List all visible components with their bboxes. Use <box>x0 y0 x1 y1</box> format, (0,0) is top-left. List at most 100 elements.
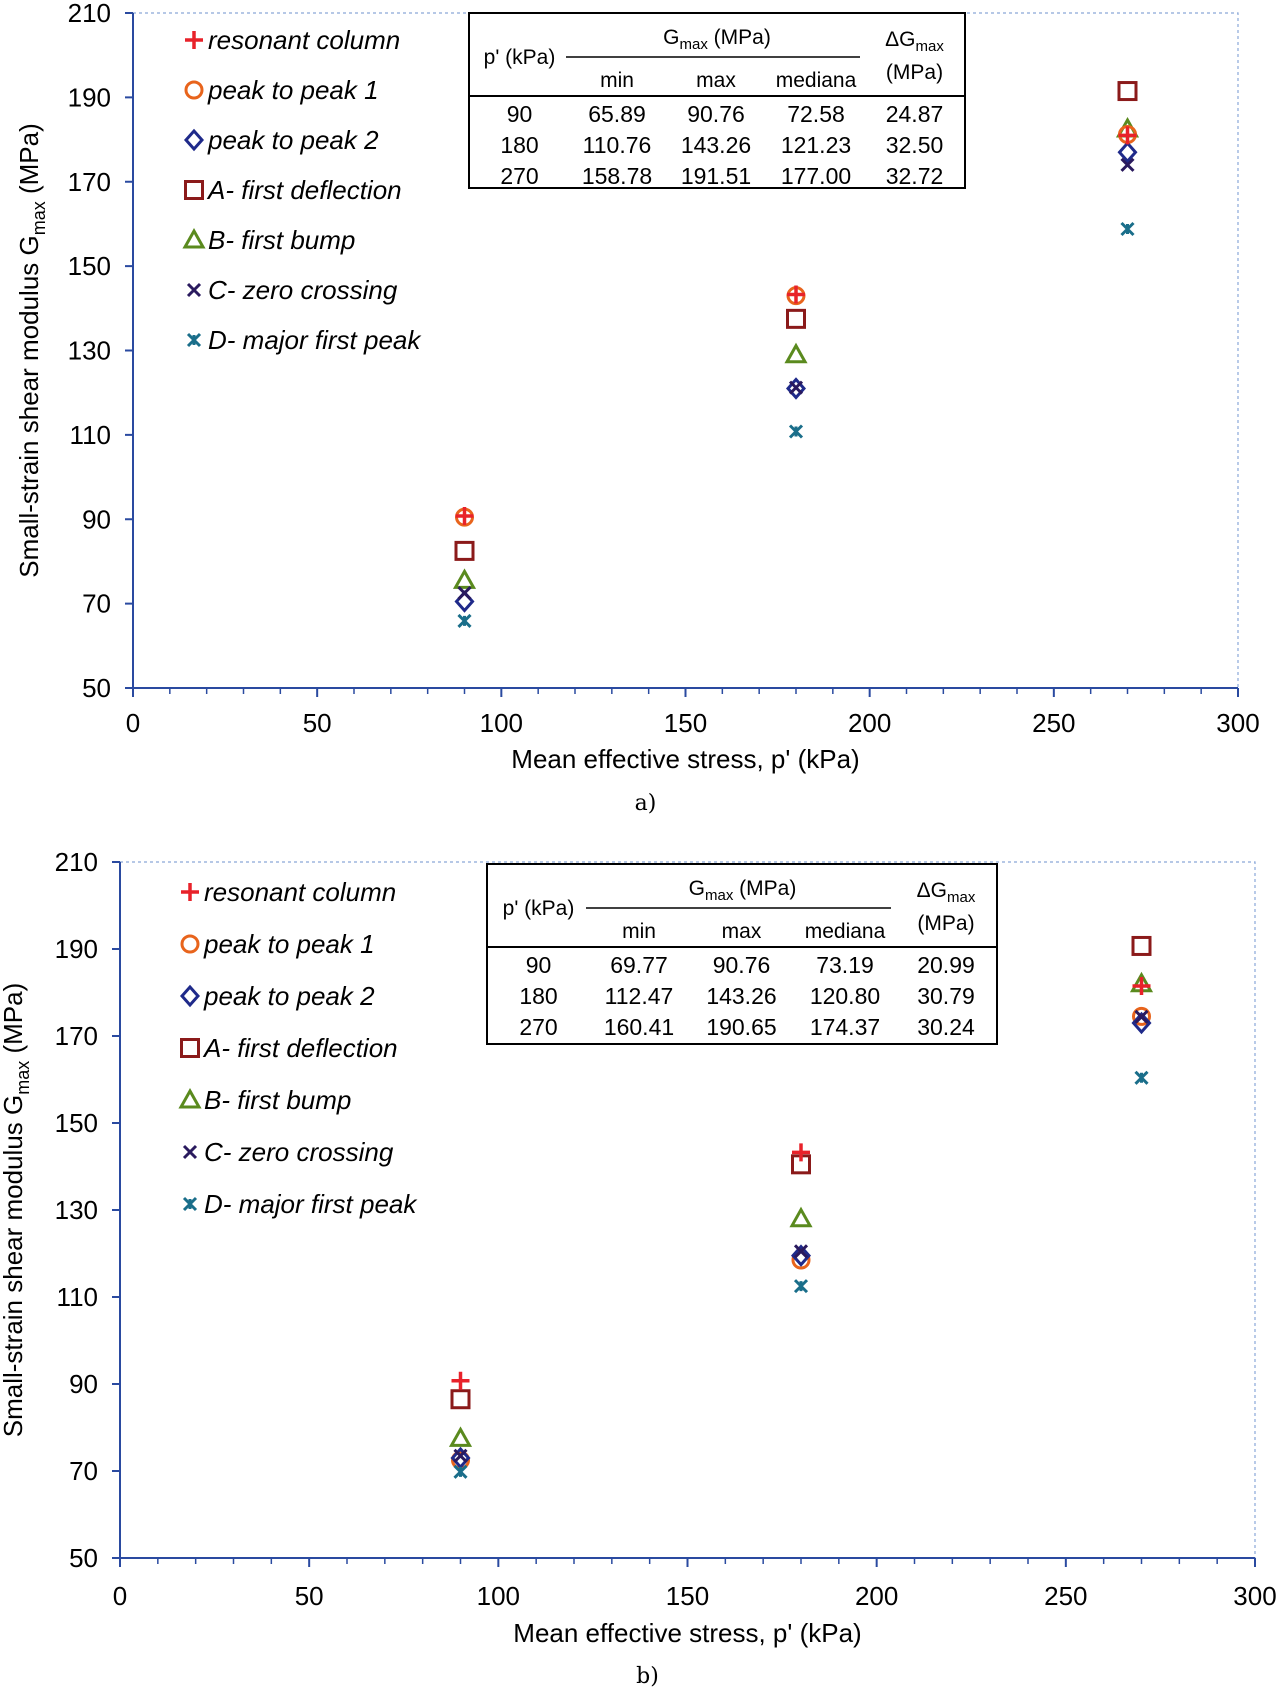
table-header-p: p' (kPa) <box>503 897 575 920</box>
legend-label: B- first bump <box>204 1085 351 1115</box>
y-tick-label: 150 <box>55 1108 98 1138</box>
x-tick-label: 200 <box>855 1581 898 1611</box>
table-cell: 191.51 <box>681 163 751 189</box>
data-point <box>789 1206 813 1228</box>
y-tick-label: 130 <box>68 336 111 366</box>
table-cell: 160.41 <box>604 1014 674 1040</box>
data-point <box>788 380 804 395</box>
legend-marker <box>182 1144 198 1160</box>
legend-label: D- major first peak <box>204 1189 418 1219</box>
table-cell: 32.72 <box>886 163 944 189</box>
table-subheader: mediana <box>805 920 886 943</box>
y-title-sub: max <box>13 1061 33 1095</box>
x-tick-label: 0 <box>113 1581 127 1611</box>
y-axis-title: Small-strain shear modulus Gmax (MPa) <box>14 123 49 577</box>
data-point <box>790 1244 812 1267</box>
gmax-sub: max <box>680 36 709 53</box>
inset-table: p' (kPa)Gmax (MPa) ΔGmax(MPa)min max median… <box>486 863 998 1045</box>
plot-border <box>120 861 1256 1558</box>
table-subheader: min <box>600 69 634 92</box>
table-cell: 20.99 <box>917 952 975 978</box>
data-point <box>457 613 472 628</box>
table-cell: 158.78 <box>582 163 652 189</box>
delta-main: ΔG <box>917 879 947 902</box>
legend-marker <box>186 332 202 348</box>
table-cell: 90.76 <box>713 952 771 978</box>
x-tick-label: 50 <box>303 708 332 738</box>
y-tick-label: 110 <box>57 1282 98 1312</box>
table-cell: 120.80 <box>810 983 880 1009</box>
table-cell: 177.00 <box>781 163 851 189</box>
y-tick-label: 130 <box>55 1195 98 1225</box>
data-point <box>452 568 477 589</box>
y-title-sub: max <box>29 201 49 235</box>
data-point <box>451 1371 470 1390</box>
y-tick-label: 210 <box>55 847 98 877</box>
legend-label: peak to peak 2 <box>203 981 375 1011</box>
table-cell: 121.23 <box>781 132 851 158</box>
y-tick-label: 90 <box>82 504 111 534</box>
data-point <box>453 1448 468 1463</box>
y-title-main: Small-strain shear modulus G <box>0 1095 28 1437</box>
data-point <box>793 1244 809 1259</box>
data-point <box>793 1279 809 1294</box>
legend-marker <box>182 1196 198 1212</box>
x-tick-label: 50 <box>295 1581 324 1611</box>
gmax-tail: (MPa) <box>708 26 771 49</box>
x-tick-label: 150 <box>664 708 707 738</box>
legend-marker <box>180 934 200 954</box>
data-point <box>1134 1009 1149 1024</box>
table-cell: 180 <box>500 132 538 158</box>
x-tick-label: 100 <box>477 1581 520 1611</box>
data-point <box>784 342 808 364</box>
x-tick-label: 150 <box>666 1581 709 1611</box>
x-tick-label: 300 <box>1233 1581 1276 1611</box>
y-title-tail: (MPa) <box>14 123 44 201</box>
table-subheader: max <box>722 920 762 943</box>
y-tick-label: 170 <box>55 1021 98 1051</box>
table-cell: 174.37 <box>810 1014 880 1040</box>
x-tick-label: 200 <box>848 708 891 738</box>
table-cell: 110.76 <box>583 132 652 158</box>
x-tick-label: 0 <box>126 708 140 738</box>
legend-marker <box>180 1038 200 1058</box>
chart-a: 50 70 90 110 130 150 170 190 210 0 50 100 150 200 250 3… <box>14 0 1260 816</box>
table-cell: 270 <box>500 163 538 189</box>
table-cell: 24.87 <box>886 101 944 127</box>
table-cell: 32.50 <box>886 132 944 158</box>
legend-marker <box>184 80 204 100</box>
y-tick-label: 190 <box>55 934 98 964</box>
legend-label: peak to peak 1 <box>207 75 379 105</box>
table-header-p: p' (kPa) <box>484 46 556 69</box>
gmax-main: G <box>689 877 705 900</box>
y-tick-label: 190 <box>68 82 111 112</box>
data-point <box>450 1389 471 1410</box>
y-tick-label: 150 <box>68 251 111 281</box>
data-point <box>788 424 804 439</box>
legend-label: D- major first peak <box>208 325 422 355</box>
data-point <box>1117 140 1138 164</box>
y-tick-label: 110 <box>70 420 111 450</box>
table-subheader: max <box>696 69 736 92</box>
figure-caption: a) <box>635 791 657 816</box>
legend-marker <box>185 31 203 49</box>
y-tick-label: 70 <box>82 589 111 619</box>
table-cell: 72.58 <box>787 101 845 127</box>
legend-marker <box>181 883 199 901</box>
data-point <box>792 1143 810 1162</box>
data-point <box>1131 1011 1152 1035</box>
legend-label: A- first deflection <box>202 1033 398 1063</box>
data-point <box>448 1426 473 1447</box>
data-point <box>1117 81 1138 102</box>
gmax-sub: max <box>705 887 734 904</box>
table-border <box>486 863 998 1045</box>
legend-label: peak to peak 2 <box>207 125 379 155</box>
table-cell: 73.19 <box>816 952 874 978</box>
y-tick-label: 50 <box>69 1543 98 1573</box>
gmax-tail: (MPa) <box>733 877 796 900</box>
y-tick-label: 50 <box>82 673 111 703</box>
data-point <box>1132 1006 1151 1026</box>
legend-marker <box>178 1087 202 1109</box>
y-title-main: Small-strain shear modulus G <box>14 235 44 577</box>
